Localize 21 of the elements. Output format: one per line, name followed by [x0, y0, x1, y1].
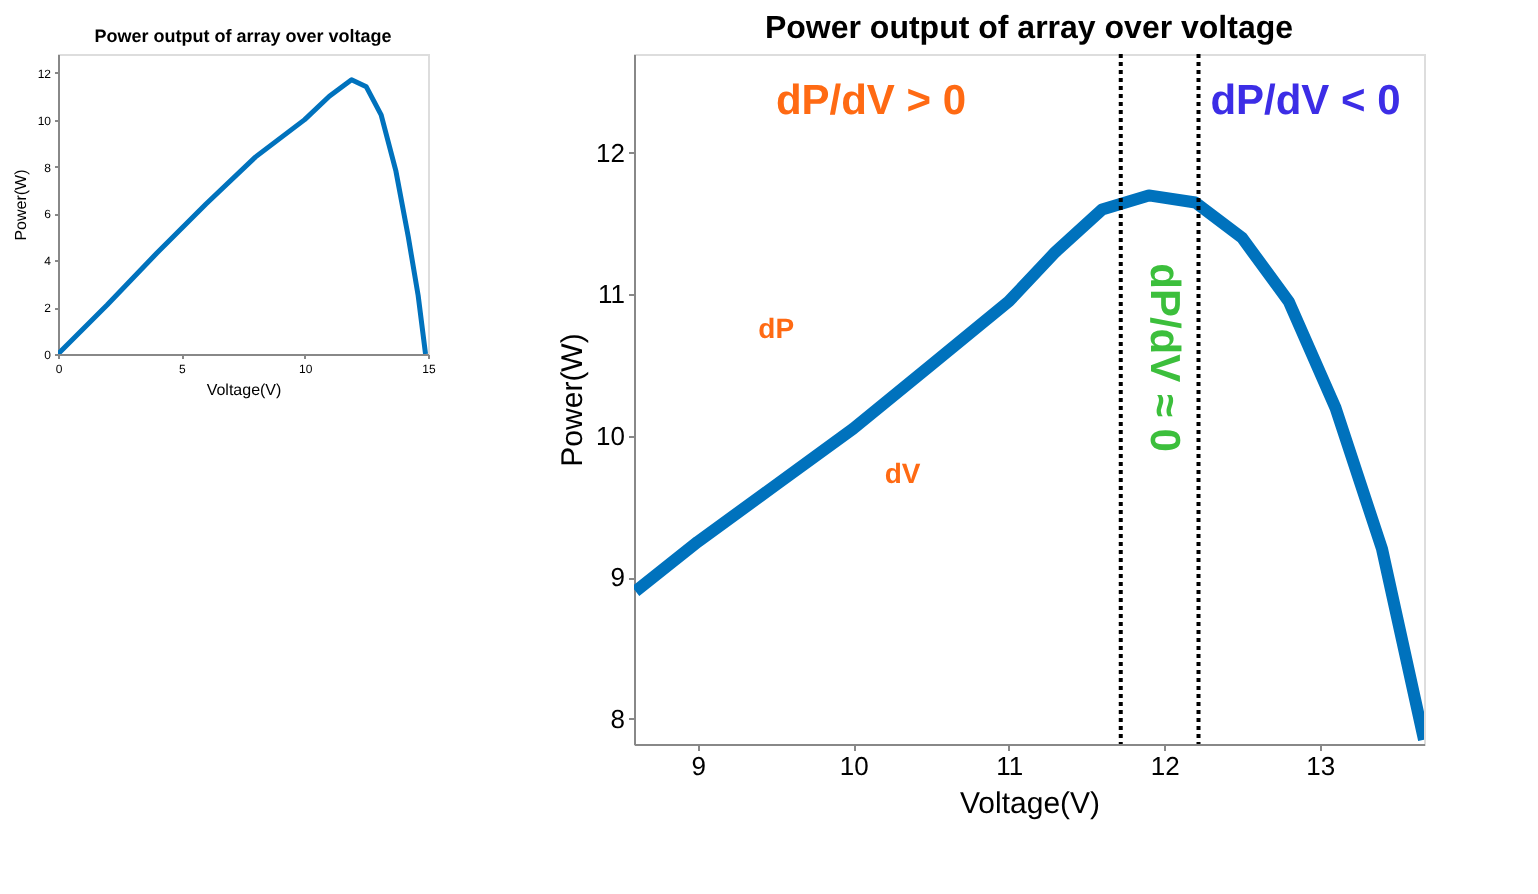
y-tick-label: 11 [598, 279, 625, 310]
y-tick-label: 12 [596, 137, 625, 168]
y-axis-title: Power(W) [556, 333, 591, 467]
annotation: dP/dV > 0 [775, 78, 967, 125]
annotation: dP/dV ≈ 0 [1141, 263, 1188, 452]
chart-title: Power output of array over voltage [764, 12, 1294, 46]
annotation: dV [884, 456, 922, 489]
y-tick-label: 10 [596, 420, 625, 451]
x-axis-title: Voltage(V) [959, 787, 1101, 821]
x-tick-label: 11 [996, 751, 1024, 781]
y-tick-label: 9 [610, 562, 625, 593]
y-tick-label: 8 [610, 703, 625, 734]
x-axis-title: Voltage(V) [206, 381, 283, 399]
annotation: dP/dV < 0 [1210, 78, 1401, 125]
y-axis-title: Power(W) [11, 168, 30, 241]
x-tick-label: 10 [839, 751, 869, 781]
x-tick-label: 9 [691, 751, 706, 781]
annotation: dP [758, 312, 795, 344]
x-tick-label: 12 [1150, 751, 1180, 781]
chart-title: Power output of array over voltage [94, 26, 392, 46]
x-tick-label: 13 [1306, 751, 1336, 781]
